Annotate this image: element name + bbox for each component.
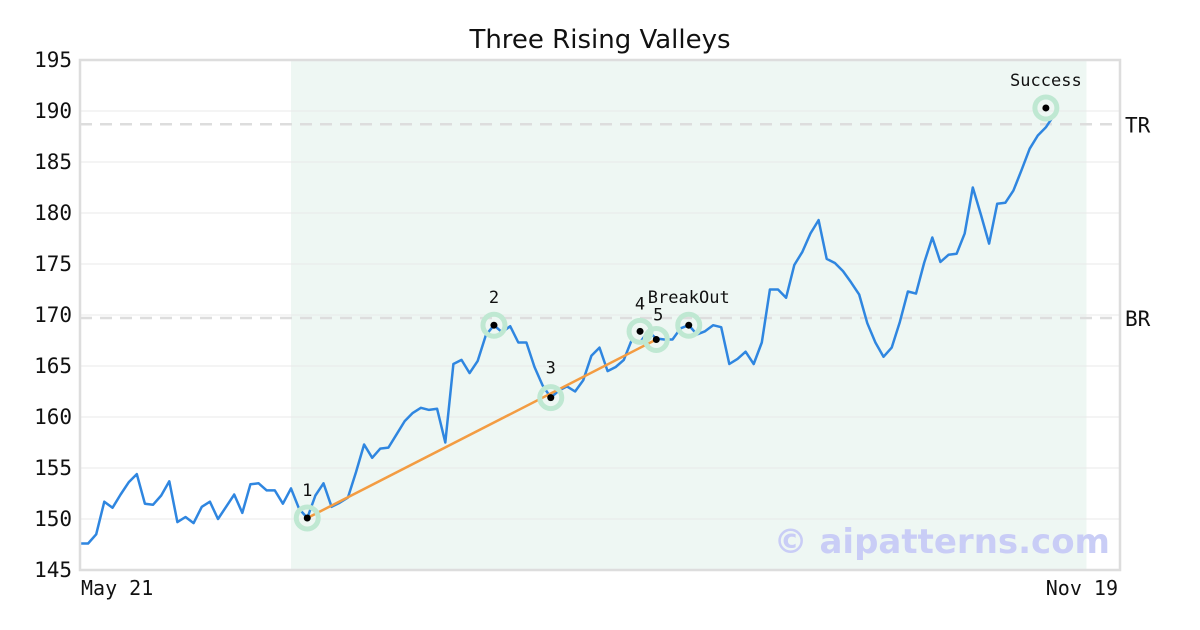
plot-frame — [78, 58, 1122, 572]
price-series — [80, 114, 1056, 545]
gridlines — [80, 110, 1120, 520]
marker-dot — [1042, 104, 1050, 112]
y-tick-label: 155 — [34, 456, 72, 480]
marker-halo — [480, 311, 508, 339]
y-tick-label: 195 — [34, 48, 72, 72]
reference-label-tr: TR — [1125, 113, 1151, 137]
marker-label: 1 — [302, 481, 312, 501]
y-tick-label: 180 — [34, 201, 72, 225]
y-axis-ticks: 145 150 155 160 165 170 175 180 185 190 195 — [34, 48, 72, 582]
chart-title: Three Rising Valleys — [468, 25, 730, 55]
x-tick-end: Nov 19 — [1046, 576, 1118, 600]
y-tick-label: 185 — [34, 150, 72, 174]
reference-label-br: BR — [1125, 307, 1151, 331]
y-tick-label: 175 — [34, 252, 72, 276]
y-tick-label: 190 — [34, 99, 72, 123]
marker-dot — [685, 321, 693, 329]
marker-dot — [303, 514, 311, 522]
reference-lines: TR BR — [80, 113, 1151, 331]
marker-halo — [1032, 94, 1060, 122]
y-tick-label: 150 — [34, 507, 72, 531]
x-axis-ticks: May 21 Nov 19 — [81, 576, 1118, 600]
marker-dot — [547, 394, 555, 402]
marker-halo — [642, 325, 670, 353]
y-tick-label: 160 — [34, 405, 72, 429]
marker-halo — [675, 311, 703, 339]
valley-trendline — [306, 338, 657, 520]
marker-halo — [537, 384, 565, 412]
marker-label: 4 — [635, 294, 645, 314]
x-tick-start: May 21 — [81, 576, 153, 600]
marker-dot — [490, 321, 498, 329]
marker-label: Success — [1010, 71, 1082, 91]
marker-label: BreakOut — [648, 288, 730, 308]
watermark: © aipatterns.com — [774, 522, 1110, 562]
marker-label: 2 — [489, 288, 499, 308]
y-tick-label: 165 — [34, 354, 72, 378]
y-tick-label: 170 — [34, 303, 72, 327]
marker-halo — [293, 504, 321, 532]
marker-label: 5 — [653, 305, 663, 325]
marker-dot — [652, 335, 660, 343]
marker-label: 3 — [546, 359, 556, 379]
marker-dot — [636, 327, 644, 335]
y-tick-label: 145 — [34, 558, 72, 582]
